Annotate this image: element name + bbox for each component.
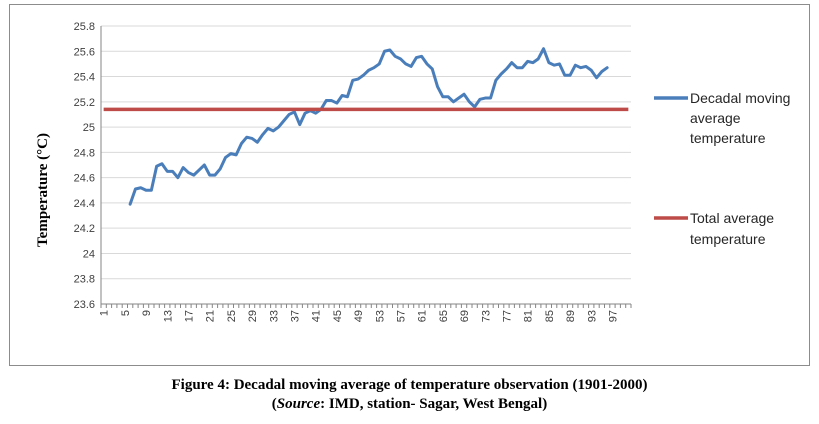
x-tick-label: 5 xyxy=(120,310,132,316)
x-tick-label: 69 xyxy=(459,310,471,322)
x-tick-label: 65 xyxy=(438,310,450,322)
y-tick-label: 24.8 xyxy=(74,147,95,159)
y-tick-label: 24.4 xyxy=(74,198,95,210)
x-tick-label: 17 xyxy=(183,310,195,322)
axes xyxy=(100,26,632,308)
x-tick-label: 29 xyxy=(247,310,259,322)
y-tick-label: 25.2 xyxy=(74,97,95,109)
series-lines xyxy=(103,47,629,206)
y-tick-label: 23.6 xyxy=(74,299,95,311)
x-tick-label: 53 xyxy=(374,310,386,322)
y-tick-labels: 23.6 23.8 24 24.2 24.4 24.6 24.8 25 25.2 25.4 25.6… xyxy=(74,21,95,311)
x-tick-label: 13 xyxy=(162,310,174,322)
series-line-decadal-moving-average xyxy=(128,47,609,206)
x-tick-labels: 1 5 9 13 17 21 25 29 33 37 41 45 49 53 57 61 65 69 73 77 81 8… xyxy=(99,310,620,322)
y-tick-label: 24.2 xyxy=(74,223,95,235)
x-tick-label: 25 xyxy=(226,310,238,322)
caption-title: Figure 4: Decadal moving average of temp… xyxy=(171,377,648,393)
x-tick-label: 21 xyxy=(205,310,217,322)
y-tick-label: 25.4 xyxy=(74,72,95,84)
x-tick-label: 9 xyxy=(141,310,153,316)
y-tick-label: 25.8 xyxy=(74,21,95,33)
x-tick-label: 73 xyxy=(480,310,492,322)
gridlines xyxy=(101,25,631,305)
line-chart: 23.6 23.8 24 24.2 24.4 24.6 24.8 25 25.2 25.4 25.6… xyxy=(35,21,790,322)
x-tick-label: 81 xyxy=(523,310,535,322)
x-tick-label: 45 xyxy=(332,310,344,322)
y-tick-label: 25.6 xyxy=(74,46,95,58)
x-tick-label: 57 xyxy=(395,310,407,322)
y-tick-label: 24 xyxy=(83,248,95,260)
x-tick-label: 77 xyxy=(501,310,513,322)
caption-source-label: Source xyxy=(276,396,321,412)
x-tick-label: 61 xyxy=(417,310,429,322)
legend-label-decadal-line2: average xyxy=(690,110,741,126)
legend-label-decadal-line3: temperature xyxy=(690,130,766,146)
legend: Decadal moving average temperature Total… xyxy=(654,90,790,247)
x-tick-label: 85 xyxy=(544,310,556,322)
x-tick-label: 37 xyxy=(289,310,301,322)
x-tick-label: 89 xyxy=(565,310,577,322)
y-tick-label: 24.6 xyxy=(74,173,95,185)
x-tick-label: 49 xyxy=(353,310,365,322)
x-tick-label: 97 xyxy=(607,310,619,322)
y-axis-label: Temperature (°C) xyxy=(35,133,51,247)
legend-label-decadal-line1: Decadal moving xyxy=(690,90,790,106)
figure-caption: Figure 4: Decadal moving average of temp… xyxy=(0,376,819,414)
x-tick-label: 1 xyxy=(99,310,111,316)
x-tick-label: 41 xyxy=(311,310,323,322)
x-tick-label: 93 xyxy=(586,310,598,322)
y-tick-label: 23.8 xyxy=(74,274,95,286)
legend-label-total-line1: Total average xyxy=(690,210,774,226)
chart-frame: 23.6 23.8 24 24.2 24.4 24.6 24.8 25 25.2 25.4 25.6… xyxy=(9,4,810,366)
y-tick-label: 25 xyxy=(83,122,95,134)
legend-label-total-line2: temperature xyxy=(690,231,766,247)
caption-source: (Source: IMD, station- Sagar, West Benga… xyxy=(271,396,548,412)
x-tick-label: 33 xyxy=(268,310,280,322)
